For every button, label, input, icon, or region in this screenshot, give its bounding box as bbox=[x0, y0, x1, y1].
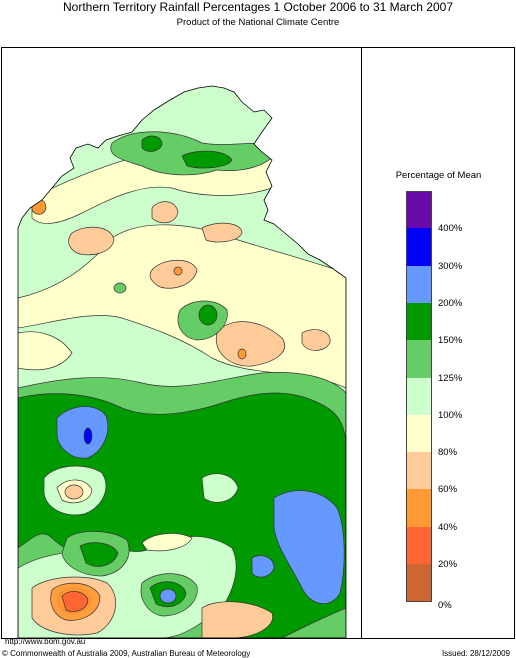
region-60-80-d bbox=[201, 222, 243, 243]
legend-swatch bbox=[406, 340, 432, 379]
legend-label: 40% bbox=[438, 521, 458, 533]
panel-divider bbox=[361, 47, 362, 639]
legend-swatch bbox=[406, 228, 432, 267]
region-80-100-west bbox=[18, 331, 73, 371]
map-subtitle: Product of the National Climate Centre bbox=[176, 17, 340, 28]
region-150-200-south-b bbox=[79, 542, 119, 567]
legend-label: 20% bbox=[438, 559, 458, 570]
legend-swatch bbox=[406, 526, 432, 565]
legend-swatch bbox=[406, 191, 432, 229]
region-60-80-b bbox=[151, 201, 179, 224]
region-100-125-south-b bbox=[201, 473, 239, 503]
region-125-150-small bbox=[113, 282, 127, 294]
legend-swatch bbox=[406, 452, 432, 491]
region-60-80-c bbox=[149, 259, 198, 289]
issued-date: Issued: 28/12/2009 bbox=[441, 649, 510, 658]
region-80-100-south-b bbox=[141, 533, 193, 552]
region-60-80-south-a bbox=[64, 484, 84, 500]
legend-label: 150% bbox=[438, 335, 463, 347]
legend-label: 0% bbox=[438, 600, 452, 612]
region-200-300-south bbox=[159, 588, 177, 604]
legend-label: 400% bbox=[438, 223, 463, 235]
map-frame bbox=[1, 47, 515, 639]
legend-swatch bbox=[406, 377, 432, 416]
copyright-notice: © Commonwealth of Australia 2009, Austra… bbox=[2, 649, 251, 658]
map-title: Northern Territory Rainfall Percentages … bbox=[63, 0, 453, 14]
legend-swatch bbox=[406, 265, 432, 304]
legend-label: 80% bbox=[438, 447, 458, 459]
region-40-60-b bbox=[237, 348, 247, 360]
legend-label: 100% bbox=[438, 409, 463, 421]
region-150-200-north-b bbox=[181, 150, 233, 169]
region-200-300-b bbox=[273, 490, 345, 604]
legend-swatch bbox=[406, 302, 432, 341]
nt-border bbox=[17, 85, 347, 638]
region-60-80-a bbox=[68, 226, 115, 256]
source-url[interactable]: http://www.bom.gov.au bbox=[5, 637, 86, 646]
legend-swatch bbox=[406, 564, 432, 602]
legend-swatch bbox=[406, 489, 432, 528]
region-200-300-c bbox=[251, 555, 275, 578]
region-60-80-e bbox=[215, 321, 285, 367]
legend-label: 60% bbox=[438, 484, 458, 496]
legend-swatch bbox=[406, 414, 432, 453]
legend-label: 200% bbox=[438, 297, 463, 309]
region-150-200-mid bbox=[198, 304, 218, 326]
legend-title: Percentage of Mean bbox=[395, 170, 482, 181]
region-150-200-north-a bbox=[141, 135, 163, 152]
region-200-300-a bbox=[56, 406, 109, 459]
region-40-60-a bbox=[173, 266, 183, 276]
region-60-80-f bbox=[301, 329, 331, 351]
legend-label: 125% bbox=[438, 372, 463, 384]
legend-label: 300% bbox=[438, 260, 463, 272]
rainfall-map bbox=[17, 85, 347, 638]
region-20-40-core bbox=[61, 591, 89, 612]
region-300-400-a bbox=[83, 427, 93, 445]
